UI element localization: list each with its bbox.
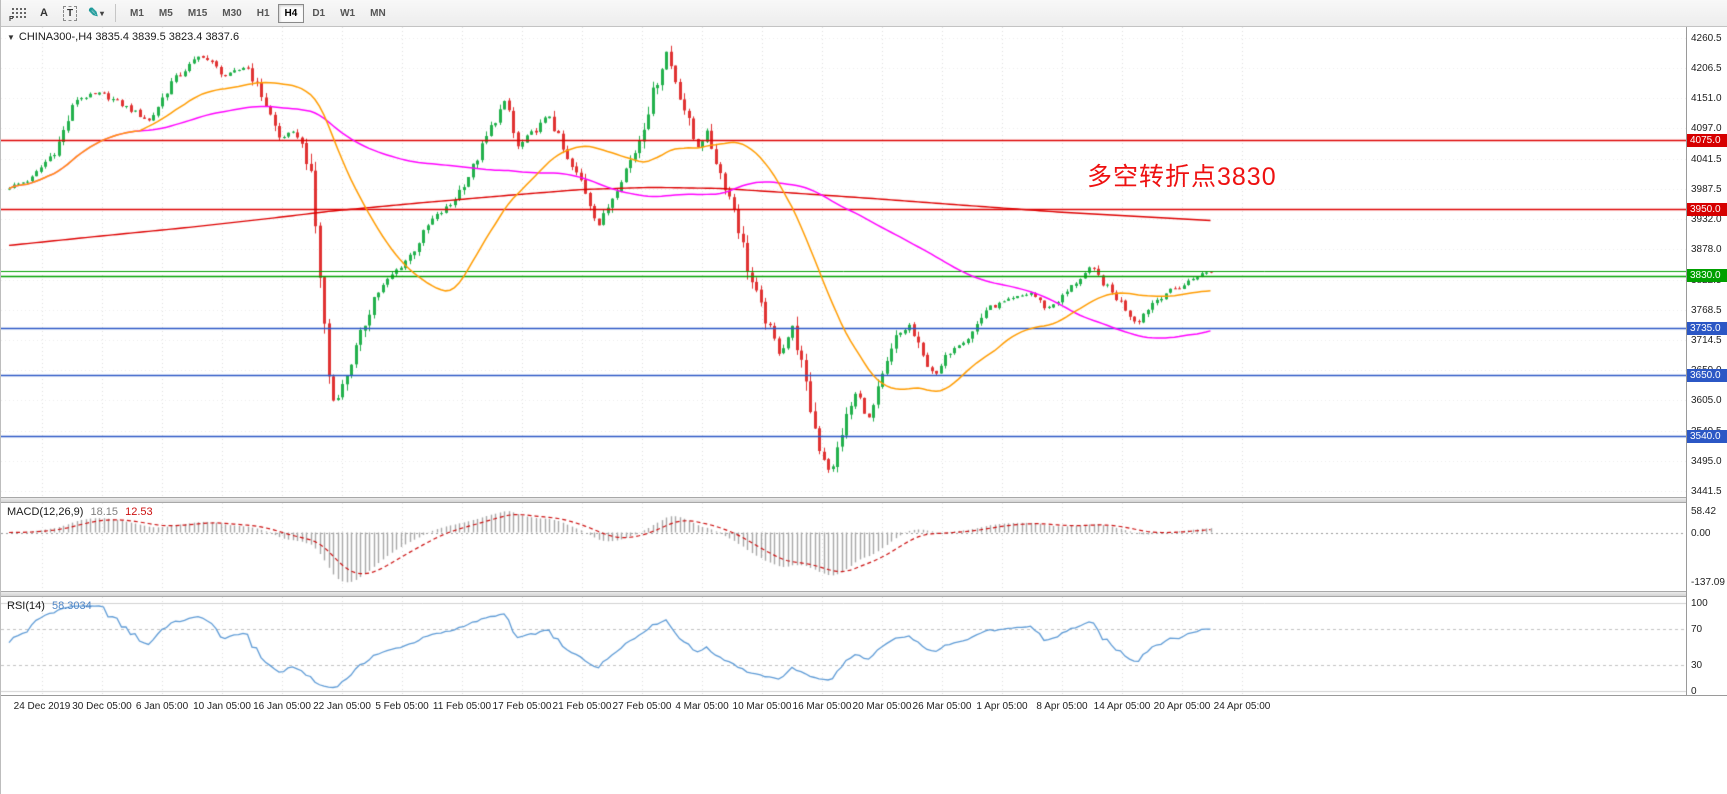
tf-button-h1[interactable]: H1 xyxy=(250,4,277,23)
time-label: 17 Feb 05:00 xyxy=(492,701,552,712)
rsi-panel: RSI(14) 58.3034 xyxy=(1,597,1686,695)
rsi-tick: 70 xyxy=(1691,624,1703,636)
time-label: 8 Apr 05:00 xyxy=(1036,701,1088,712)
tf-button-d1[interactable]: D1 xyxy=(305,4,332,23)
time-label: 26 Mar 05:00 xyxy=(912,701,972,712)
price-level-badge: 3950.0 xyxy=(1687,202,1727,216)
price-level-badge: 3735.0 xyxy=(1687,321,1727,335)
time-label: 6 Jan 05:00 xyxy=(135,701,189,712)
price-chart-panel: ▼ CHINA300-,H4 3835.4 3839.5 3823.4 3837… xyxy=(1,27,1686,497)
price-tick: 3495.0 xyxy=(1691,456,1722,468)
rsi-tick: 0 xyxy=(1691,686,1697,697)
tf-button-m30[interactable]: M30 xyxy=(215,4,248,23)
time-label: 22 Jan 05:00 xyxy=(313,701,371,712)
price-tick: 3714.5 xyxy=(1691,334,1722,346)
symbol-ohlc-text: CHINA300-,H4 3835.4 3839.5 3823.4 3837.6 xyxy=(18,31,240,43)
chevron-down-icon: ▾ xyxy=(99,8,104,18)
macd-tick: 0.00 xyxy=(1691,527,1711,539)
chart-title: ▼ CHINA300-,H4 3835.4 3839.5 3823.4 3837… xyxy=(7,31,239,43)
time-label: 16 Mar 05:00 xyxy=(792,701,852,712)
price-tick: 3605.0 xyxy=(1691,395,1722,407)
time-label: 20 Apr 05:00 xyxy=(1153,701,1211,712)
crayon-icon: ✎ xyxy=(88,5,99,20)
time-label: 11 Feb 05:00 xyxy=(432,701,492,712)
tf-button-m1[interactable]: M1 xyxy=(123,4,151,23)
tf-button-m15[interactable]: M15 xyxy=(181,4,214,23)
price-axis[interactable]: 4260.5 4206.5 4151.0 4097.0 4041.5 3987.5 3932… xyxy=(1686,27,1727,697)
time-label: 4 Mar 05:00 xyxy=(675,701,729,712)
time-label: 24 Dec 2019 xyxy=(13,701,71,712)
text-label-button[interactable]: T xyxy=(58,3,82,24)
time-label: 1 Apr 05:00 xyxy=(976,701,1028,712)
macd-tick: -137.09 xyxy=(1691,577,1725,589)
time-label: 10 Mar 05:00 xyxy=(732,701,792,712)
arrow-style-button[interactable]: A xyxy=(32,3,56,24)
price-tick: 4041.5 xyxy=(1691,153,1722,165)
price-tick: 3932.0 xyxy=(1691,214,1722,226)
time-label: 5 Feb 05:00 xyxy=(375,701,429,712)
price-level-badge: 3540.0 xyxy=(1687,429,1727,443)
collapse-triangle-icon: ▼ xyxy=(7,32,15,42)
time-label: 21 Feb 05:00 xyxy=(552,701,612,712)
price-level-badge: 3650.0 xyxy=(1687,368,1727,382)
crayon-color-button[interactable]: ✎ ▾ xyxy=(84,3,108,24)
macd-label: MACD(12,26,9) xyxy=(7,506,84,518)
price-tick: 3878.0 xyxy=(1691,244,1722,256)
time-axis[interactable]: 24 Dec 2019 30 Dec 05:00 6 Jan 05:00 10 Jan… xyxy=(1,695,1727,717)
price-tick: 4151.0 xyxy=(1691,93,1722,105)
time-label: 27 Feb 05:00 xyxy=(612,701,672,712)
price-level-badge: 4075.0 xyxy=(1687,133,1727,147)
grid-button-label: F xyxy=(9,15,14,23)
splitter-rsi[interactable] xyxy=(1,591,1727,597)
time-label: 20 Mar 05:00 xyxy=(852,701,912,712)
rsi-title: RSI(14) 58.3034 xyxy=(7,600,92,612)
macd-canvas[interactable] xyxy=(1,503,1686,591)
toolbar-separator xyxy=(115,4,116,22)
macd-tick: 58.42 xyxy=(1691,506,1717,518)
price-chart-canvas[interactable] xyxy=(1,27,1686,497)
price-tick: 4097.0 xyxy=(1691,123,1722,135)
price-level-badge: 3830.0 xyxy=(1687,269,1727,283)
toolbar: F A T ✎ ▾ M1 M5 M15 M30 H1 H4 D1 W1 MN xyxy=(1,0,1727,27)
quotes-grid-button[interactable]: F xyxy=(6,3,30,24)
tf-button-h4[interactable]: H4 xyxy=(277,3,305,23)
price-tick: 3441.5 xyxy=(1691,485,1722,497)
annotation-text: 多空转折点3830 xyxy=(1087,163,1277,191)
tf-button-m5[interactable]: M5 xyxy=(152,4,180,23)
price-tick: 4260.5 xyxy=(1691,32,1722,44)
time-label: 24 Apr 05:00 xyxy=(1213,701,1271,712)
price-tick: 4206.5 xyxy=(1691,62,1722,74)
grid-icon xyxy=(10,7,26,19)
macd-value-main: 18.15 xyxy=(90,506,119,518)
rsi-canvas[interactable] xyxy=(1,597,1686,695)
text-icon: T xyxy=(62,5,78,21)
rsi-value: 58.3034 xyxy=(51,600,92,612)
tf-button-mn[interactable]: MN xyxy=(363,4,393,23)
rsi-tick: 100 xyxy=(1691,598,1708,609)
macd-value-signal: 12.53 xyxy=(125,506,153,518)
time-label: 10 Jan 05:00 xyxy=(193,701,251,712)
macd-panel: MACD(12,26,9) 18.15 12.53 xyxy=(1,503,1686,591)
time-label: 14 Apr 05:00 xyxy=(1093,701,1151,712)
price-tick: 3987.5 xyxy=(1691,183,1722,195)
rsi-label: RSI(14) xyxy=(7,600,45,612)
splitter-macd[interactable] xyxy=(1,497,1727,503)
time-label: 16 Jan 05:00 xyxy=(253,701,311,712)
time-label: 30 Dec 05:00 xyxy=(72,701,132,712)
timeframe-group: M1 M5 M15 M30 H1 H4 D1 W1 MN xyxy=(123,3,393,23)
macd-title: MACD(12,26,9) 18.15 12.53 xyxy=(7,506,153,518)
tf-button-w1[interactable]: W1 xyxy=(333,4,362,23)
rsi-tick: 30 xyxy=(1691,659,1703,671)
price-tick: 3768.5 xyxy=(1691,304,1722,316)
